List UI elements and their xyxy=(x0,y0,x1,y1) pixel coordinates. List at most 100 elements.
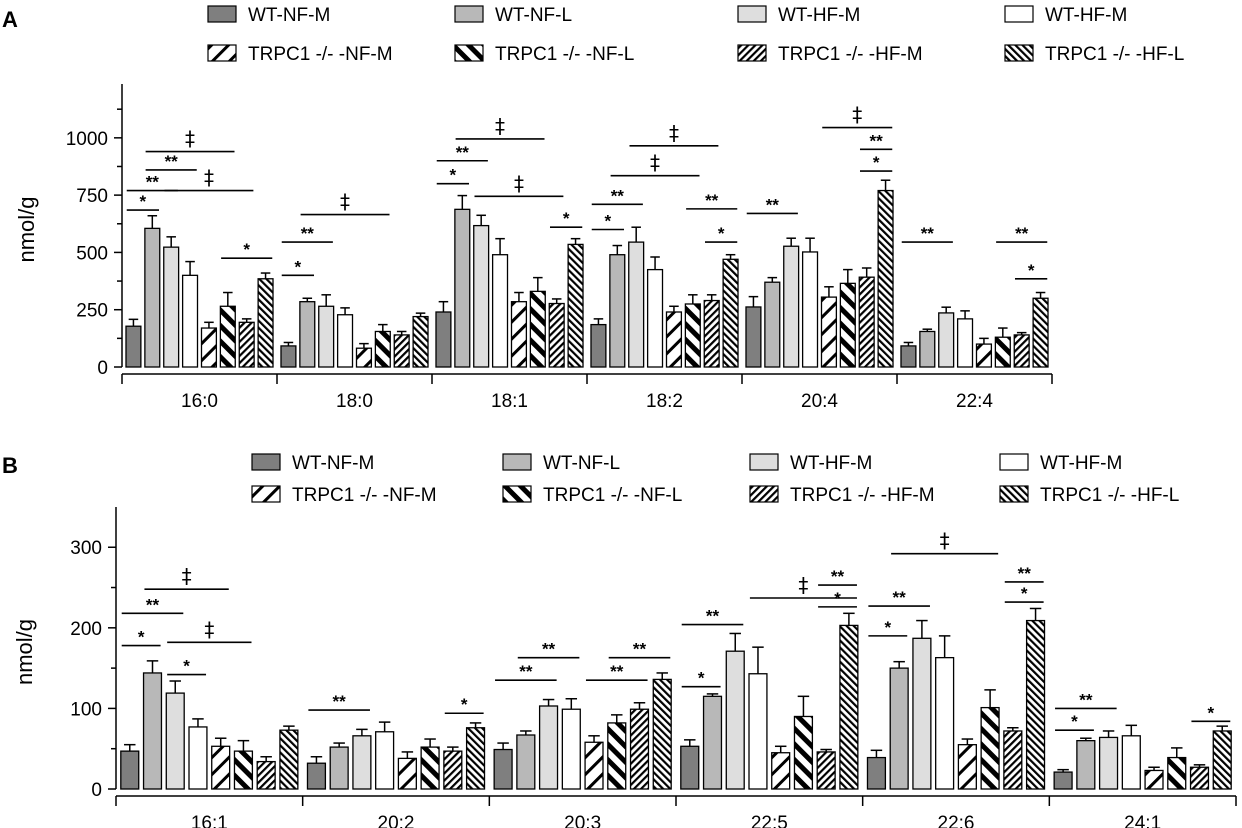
legend-label: WT-HF-M xyxy=(778,5,860,26)
bar xyxy=(435,311,452,368)
legend-swatch xyxy=(749,453,779,471)
significance-label: * xyxy=(138,628,145,647)
significance-label: ** xyxy=(146,595,160,614)
legend-item: TRPC1 -/- -NF-M xyxy=(207,44,393,65)
bar xyxy=(793,715,814,790)
bar xyxy=(493,748,513,790)
bar xyxy=(652,678,672,790)
legend-label: WT-HF-M xyxy=(1040,453,1122,474)
significance-annotation: ** xyxy=(126,173,178,192)
bar xyxy=(1013,334,1030,368)
bar xyxy=(646,268,664,368)
significance-annotation: ‡ xyxy=(455,114,545,140)
legend-swatch xyxy=(207,44,237,62)
bar xyxy=(801,251,819,368)
bar xyxy=(165,692,185,790)
legend-swatch xyxy=(502,485,532,503)
significance-label: ** xyxy=(456,143,470,162)
significance-annotation: * xyxy=(126,192,160,211)
significance-label: ‡ xyxy=(204,617,214,641)
significance-label: * xyxy=(563,209,570,228)
y-tick-label: 1000 xyxy=(66,129,108,150)
legend-label: TRPC1 -/- -HF-M xyxy=(790,485,935,506)
significance-annotation: ** xyxy=(495,662,557,681)
bar xyxy=(584,741,604,790)
bar xyxy=(1025,619,1046,790)
bar xyxy=(725,650,745,790)
significance-annotation: ** xyxy=(308,692,370,711)
y-tick-label: 250 xyxy=(76,301,108,322)
bar xyxy=(491,254,509,368)
significance-annotation: ‡ xyxy=(300,190,390,216)
bar xyxy=(299,301,316,368)
y-tick-label: 500 xyxy=(76,243,108,264)
legend-item: WT-HF-M xyxy=(737,5,860,26)
legend-label: WT-NF-L xyxy=(495,5,572,26)
legend-label: TRPC1 -/- -HF-L xyxy=(1045,44,1184,65)
significance-annotation: ** xyxy=(818,567,857,586)
significance-label: ** xyxy=(921,224,935,243)
significance-annotation: ** xyxy=(901,224,953,243)
significance-annotation: ** xyxy=(868,588,930,607)
y-tick-label: 750 xyxy=(76,186,108,207)
bar xyxy=(355,347,373,368)
significance-label: ** xyxy=(1079,690,1093,709)
bar xyxy=(629,708,650,790)
significance-label: * xyxy=(884,618,891,637)
significance-annotation: * xyxy=(681,669,721,688)
bar xyxy=(912,637,932,790)
significance-annotation: * xyxy=(1191,703,1231,722)
legend-item: WT-HF-M xyxy=(1004,5,1127,26)
y-axis-label: nmol/g xyxy=(14,196,39,262)
legend-label: TRPC1 -/- -NF-L xyxy=(495,44,634,65)
legend-item: WT-NF-L xyxy=(502,453,620,474)
panel-a: A WT-NF-M WT-NF-L WT-HF-M WT-HF-M TRPC1 -/- … xyxy=(2,5,1184,412)
significance-label: ‡ xyxy=(204,166,214,190)
bar xyxy=(125,325,142,368)
bar xyxy=(1189,766,1210,790)
significance-annotation: * xyxy=(704,224,738,243)
significance-label: * xyxy=(1071,712,1078,731)
bar xyxy=(233,750,254,790)
significance-label: * xyxy=(1028,261,1035,280)
legend-swatch xyxy=(251,485,281,503)
panel-b-plot: 0 100 200 300 nmol/g 16:1 20:2 20:3 22:5 22:6 24:1… xyxy=(12,507,1237,828)
bar xyxy=(1053,771,1073,790)
bar xyxy=(561,708,581,790)
x-tick-label: 18:2 xyxy=(646,391,683,412)
bar xyxy=(548,302,565,368)
significance-annotation: * xyxy=(591,212,625,231)
significance-label: ** xyxy=(611,186,625,205)
bar xyxy=(279,729,299,790)
panel-a-label: A xyxy=(2,7,18,32)
significance-label: ** xyxy=(633,640,647,659)
significance-annotation: ‡ xyxy=(167,617,252,644)
x-tick-label: 22:4 xyxy=(956,391,993,412)
significance-label: * xyxy=(450,166,457,185)
bar xyxy=(163,246,180,368)
bar xyxy=(1212,730,1232,790)
bar xyxy=(1098,736,1119,790)
legend-label: TRPC1 -/- -NF-L xyxy=(543,485,682,506)
x-tick-label: 20:4 xyxy=(801,391,838,412)
significance-label: * xyxy=(461,695,468,714)
significance-annotation: * xyxy=(167,657,207,676)
significance-label: * xyxy=(698,669,705,688)
significance-label: ** xyxy=(542,640,556,659)
significance-label: ‡ xyxy=(669,121,679,145)
bar xyxy=(628,241,645,368)
significance-annotation: ** xyxy=(1004,564,1044,583)
significance-annotation: ‡ xyxy=(891,529,999,555)
legend-swatch xyxy=(999,453,1029,471)
bar xyxy=(957,744,977,790)
significance-label: ‡ xyxy=(798,573,808,597)
significance-label: * xyxy=(834,589,841,608)
panel-b: B WT-NF-M WT-NF-L WT-HF-M WT-HF-M TRPC1 -/- … xyxy=(2,453,1237,828)
bar xyxy=(1032,297,1049,368)
y-tick-label: 200 xyxy=(70,619,102,640)
legend-swatch xyxy=(251,453,281,471)
significance-annotation: ‡ xyxy=(749,573,857,599)
significance-annotation: ** xyxy=(121,595,184,614)
significance-annotation: ‡ xyxy=(144,564,229,590)
bar xyxy=(980,706,1000,790)
